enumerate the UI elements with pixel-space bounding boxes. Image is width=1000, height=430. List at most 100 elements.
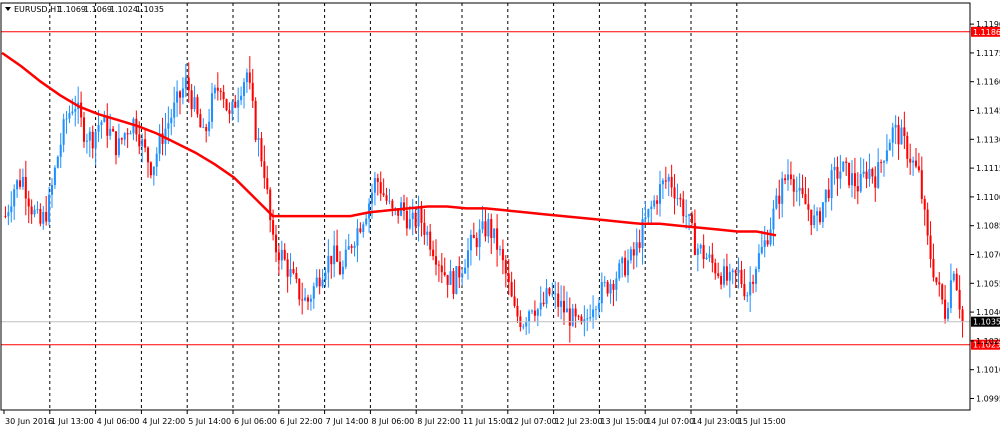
candle-body [100, 122, 103, 126]
candle-body [880, 162, 883, 163]
candle-body [850, 173, 854, 186]
candle-body [405, 210, 408, 229]
candle-body [85, 140, 88, 142]
candle-body [365, 218, 368, 225]
candle-body [816, 211, 819, 216]
y-tick-label: 1.1070 [976, 250, 1000, 259]
x-tick-label: 4 Jul 06:00 [97, 417, 140, 426]
candle-body [464, 267, 467, 274]
candle-body [938, 282, 941, 285]
candle-body [615, 278, 618, 290]
candle-body [251, 82, 254, 101]
candle-body [350, 246, 353, 248]
y-tick-label: 1.1130 [976, 135, 1000, 144]
candle-body [210, 93, 214, 122]
candle-body [71, 111, 74, 114]
horizontal-level-lines[interactable]: 1.1186 1.1023 1.1035 [1, 26, 1000, 350]
y-tick-label: 1.1115 [976, 164, 1000, 173]
candle-body [711, 254, 714, 263]
candle-body [859, 173, 862, 192]
candle-body [472, 234, 475, 239]
candle-body [301, 299, 304, 301]
candle-body [731, 270, 734, 272]
candle-body [272, 220, 275, 235]
candle-body [848, 162, 851, 186]
candle-body [661, 180, 664, 185]
candle-body [650, 206, 653, 210]
candle-body [824, 189, 827, 203]
candle-body [781, 178, 784, 204]
candle-body [155, 153, 158, 167]
candle-body [379, 182, 382, 194]
y-tick-label: 1.1175 [976, 49, 1000, 58]
vertical-grid [49, 3, 738, 410]
dropdown-triangle-icon[interactable] [5, 7, 11, 11]
candle-body [749, 281, 752, 296]
candle-body [397, 208, 400, 216]
candle-body [434, 256, 438, 265]
candle-body [696, 248, 699, 255]
candle-body [298, 278, 301, 300]
x-tick-label: 1 Jul 13:00 [51, 417, 94, 426]
candle-body [720, 276, 723, 285]
candle-body [897, 124, 900, 145]
ohlc-close: 1.1035 [136, 5, 164, 14]
candle-body [266, 178, 269, 190]
candle-body [196, 97, 199, 115]
y-tick-label: 1.1040 [976, 308, 1000, 317]
x-tick-label: 8 Jul 22:00 [417, 417, 460, 426]
candle-body [600, 282, 603, 304]
candle-body [807, 204, 810, 210]
candle-body [490, 218, 493, 239]
candle-body [117, 138, 120, 156]
candle-body [138, 134, 141, 147]
candle-body [856, 186, 859, 192]
candle-body [912, 160, 915, 163]
candle-body [935, 277, 938, 283]
candle-body [946, 308, 950, 319]
candle-body [865, 171, 868, 179]
candle-body [592, 309, 595, 318]
candle-body [722, 266, 726, 285]
candle-body [775, 195, 778, 209]
candle-body [144, 139, 147, 148]
candle-body [909, 158, 912, 163]
candle-body [699, 245, 702, 249]
candle-body [705, 257, 708, 260]
candle-body [18, 180, 22, 187]
candle-body [429, 231, 432, 250]
candle-body [554, 293, 557, 295]
candle-body [449, 271, 452, 285]
candle-body [333, 245, 336, 265]
candle-body [656, 200, 659, 204]
candle-body [708, 254, 711, 258]
candle-body [62, 119, 65, 145]
candle-body [952, 273, 955, 281]
candle-body [129, 133, 132, 135]
candle-body [676, 197, 679, 199]
candle-body [778, 195, 781, 204]
x-tick-label: 4 Jul 22:00 [142, 417, 185, 426]
candle-body [283, 249, 286, 260]
candle-body [885, 150, 888, 162]
candle-body [557, 293, 560, 307]
candle-body [810, 209, 813, 226]
candle-body [152, 166, 155, 176]
candle-body [304, 297, 307, 301]
candle-body [763, 240, 766, 247]
candle-body [80, 102, 83, 118]
candle-body [754, 268, 758, 284]
candle-body [725, 266, 728, 281]
candle-body [208, 121, 211, 132]
candle-body [609, 283, 612, 294]
candle-body [603, 282, 606, 283]
candle-body [347, 246, 350, 250]
candle-body [757, 253, 760, 269]
candle-body [414, 212, 417, 227]
candle-body [234, 101, 237, 108]
candle-body [176, 91, 179, 103]
candle-body [920, 170, 923, 199]
candle-body [647, 209, 650, 218]
candle-body [507, 273, 510, 283]
